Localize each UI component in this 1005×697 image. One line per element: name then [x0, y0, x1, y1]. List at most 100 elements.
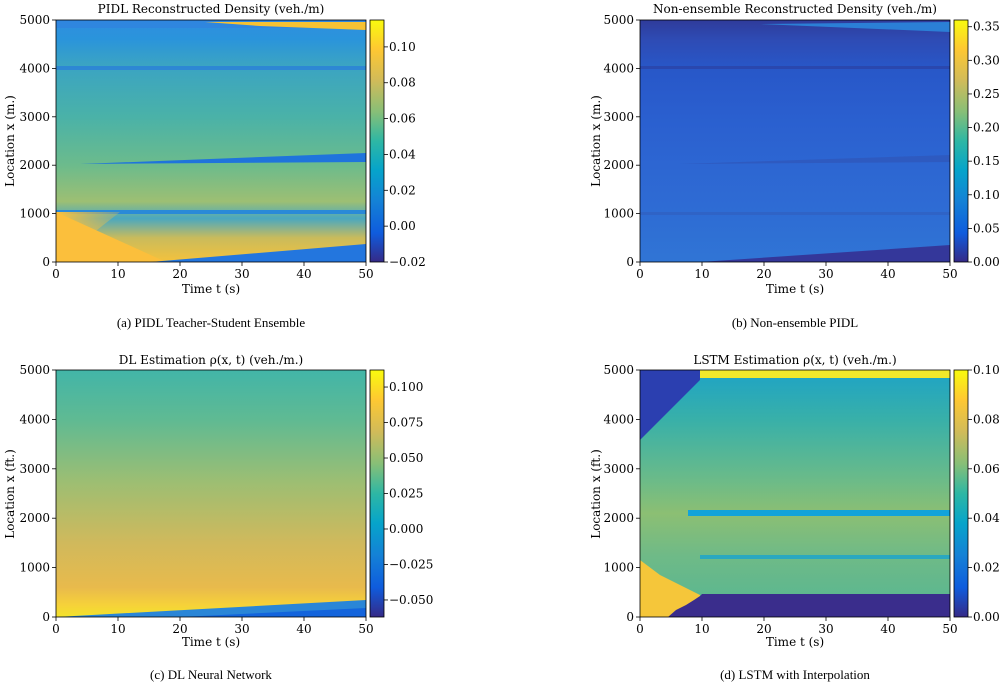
panel-d-cbar-tick-label: 0.02 — [973, 561, 1000, 575]
panel-d-ytick-label: 4000 — [603, 412, 634, 426]
panel-a-low-wedge — [150, 244, 366, 262]
panel-c-cbar-tick-label: 0.000 — [389, 522, 423, 536]
panel-c-ytick-label: 1000 — [19, 561, 50, 575]
panel-d: LSTM Estimation ρ(x, t) (veh./m.) 0 10 20 3… — [589, 353, 1000, 682]
panel-a-xtick-label: 0 — [52, 267, 60, 281]
panel-d-topleft-wedge — [640, 370, 700, 440]
panel-d-ytick-label: 1000 — [603, 561, 634, 575]
panel-c-frame — [55, 369, 367, 618]
panel-c-cbar-tick-label: 0.100 — [389, 380, 423, 394]
panel-a-fan-lower — [56, 212, 166, 262]
panel-d-ytick-label: 0 — [626, 610, 634, 624]
panel-b-colorbar — [953, 19, 969, 263]
panel-a-band-top — [56, 20, 366, 28]
panel-d-ytick-label: 2000 — [603, 511, 634, 525]
panel-d-heatmap-bg — [640, 370, 950, 617]
panel-a-ytick-label: 3000 — [19, 110, 50, 124]
panel-b-caption: (b) Non-ensemble PIDL — [732, 315, 858, 330]
panel-c-low-wedge-inner — [180, 608, 366, 617]
panel-b-cbar-tick-label: 0.05 — [973, 221, 1000, 235]
panel-b-ytick-label: 2000 — [603, 158, 634, 172]
panel-b-cbar-tick-label: 0.30 — [973, 53, 1000, 67]
panel-c-xtick-label: 50 — [358, 622, 373, 636]
panel-d-frame — [639, 369, 951, 618]
panel-b-cbar-tick-label: 0.10 — [973, 188, 1000, 202]
panel-d-heatmap — [640, 370, 950, 617]
panel-a-heatmap — [56, 20, 366, 262]
panel-b-low-wedge — [700, 245, 950, 262]
panel-d-title: LSTM Estimation ρ(x, t) (veh./m.) — [693, 353, 896, 367]
panel-d-ylabel: Location x (ft.) — [589, 449, 603, 539]
panel-a-band-1000 — [56, 210, 366, 214]
panel-d-ytick-label: 5000 — [603, 363, 634, 377]
panel-c-heatmap-bg — [56, 370, 366, 617]
panel-a-cbar-tick-label: 0.10 — [389, 40, 416, 54]
panel-d-lowleft-yellow — [640, 560, 700, 617]
panel-a-cbar-tick-label: 0.00 — [389, 219, 416, 233]
panel-d-band-top-yellow — [700, 370, 950, 378]
panel-d-band-2000 — [688, 510, 950, 516]
panel-b-title: Non-ensemble Reconstructed Density (veh.… — [653, 2, 937, 16]
panel-c-cbar-tick-label: 0.075 — [389, 416, 423, 430]
panel-a-title: PIDL Reconstructed Density (veh./m) — [98, 2, 325, 16]
panel-a-cbar-tick-label: 0.08 — [389, 76, 416, 90]
panel-a-band-2000 — [80, 153, 366, 164]
panel-c: DL Estimation ρ(x, t) (veh./m.) 0 10 20 30 4… — [3, 353, 433, 682]
panel-d-colorbar — [953, 369, 969, 618]
panel-c-xtick-label: 40 — [296, 622, 311, 636]
panel-d-ytick-label: 3000 — [603, 462, 634, 476]
panel-a: PIDL Reconstructed Density (veh./m) 0 10 2… — [3, 2, 426, 330]
panel-a-ylabel: Location x (m.) — [3, 95, 17, 187]
panel-d-xtick-label: 10 — [694, 622, 709, 636]
panel-d-band-1000 — [700, 555, 950, 559]
panel-b-xlabel: Time t (s) — [766, 282, 824, 296]
panel-b-band-1000 — [640, 212, 950, 215]
panel-d-caption: (d) LSTM with Interpolation — [720, 667, 870, 682]
panel-a-band-4000 — [56, 66, 366, 70]
panel-a-cbar-tick-label: 0.06 — [389, 112, 416, 126]
panel-a-xtick-label: 50 — [358, 267, 373, 281]
panel-c-xtick-label: 20 — [172, 622, 187, 636]
panel-b-frame — [639, 19, 951, 263]
panel-a-ytick-label: 2000 — [19, 158, 50, 172]
panel-b: Non-ensemble Reconstructed Density (veh.… — [589, 2, 1000, 330]
panel-a-xtick-label: 10 — [110, 267, 125, 281]
panel-c-title: DL Estimation ρ(x, t) (veh./m.) — [119, 353, 303, 367]
panel-a-cbar-tick-label: −0.02 — [389, 255, 426, 269]
panel-b-xtick-label: 50 — [942, 267, 957, 281]
panel-b-band-2000 — [680, 155, 950, 164]
panel-d-cbar-tick-label: 0.10 — [973, 363, 1000, 377]
panel-b-ytick-label: 1000 — [603, 207, 634, 221]
panel-a-cbar-tick-label: 0.02 — [389, 183, 416, 197]
panel-b-heatmap-bg — [640, 20, 950, 262]
panel-a-caption: (a) PIDL Teacher-Student Ensemble — [117, 315, 306, 330]
panel-b-ylabel: Location x (m.) — [589, 95, 603, 187]
panel-a-band-top-yellow — [205, 22, 366, 30]
panel-b-band-top — [760, 22, 950, 32]
panel-b-xtick-label: 10 — [694, 267, 709, 281]
panel-c-ytick-label: 5000 — [19, 363, 50, 377]
panel-d-xtick-label: 20 — [756, 622, 771, 636]
panel-c-heatmap — [56, 370, 366, 617]
panel-c-cbar-tick-label: 0.025 — [389, 487, 423, 501]
panel-c-cbar-tick-label: −0.025 — [389, 557, 433, 571]
panel-a-xlabel: Time t (s) — [182, 282, 240, 296]
panel-d-xlabel: Time t (s) — [766, 635, 824, 649]
panel-a-ytick-label: 5000 — [19, 13, 50, 27]
panel-d-low-dark — [668, 594, 950, 617]
panel-b-xtick-label: 20 — [756, 267, 771, 281]
panel-b-heatmap — [640, 20, 950, 262]
panel-a-colorbar — [369, 19, 385, 263]
panel-a-cbar-tick-label: 0.04 — [389, 147, 416, 161]
panel-d-cbar-tick-label: 0.04 — [973, 511, 1000, 525]
panel-d-xtick-label: 40 — [880, 622, 895, 636]
panel-b-band-4000 — [640, 66, 950, 69]
panel-b-cbar-tick-label: 0.35 — [973, 20, 1000, 34]
panel-a-frame — [55, 19, 367, 263]
panel-a-xtick-label: 30 — [234, 267, 249, 281]
panel-c-cbar-tick-label: 0.050 — [389, 451, 423, 465]
panel-a-ytick-label: 0 — [42, 255, 50, 269]
panel-c-ytick-label: 2000 — [19, 511, 50, 525]
panel-b-xtick-label: 40 — [880, 267, 895, 281]
panel-c-xlabel: Time t (s) — [182, 635, 240, 649]
